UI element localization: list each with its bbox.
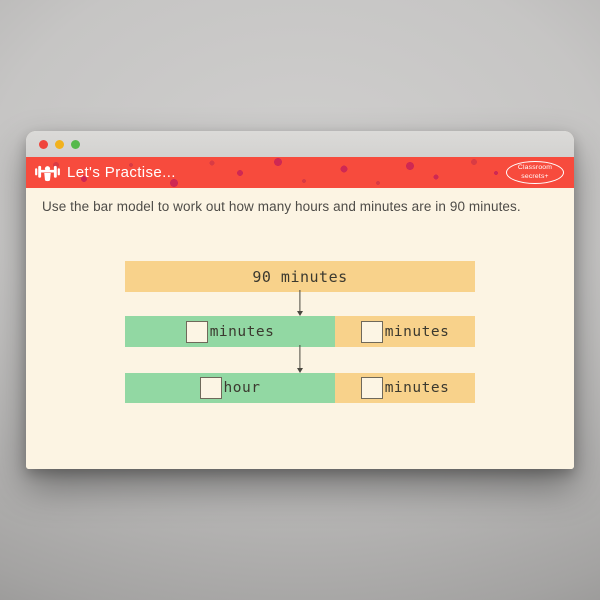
- segment-label-minutes-green: minutes: [209, 323, 275, 340]
- segment-hour-green: hour: [125, 373, 335, 403]
- segment-minutes-orange: minutes: [335, 316, 475, 347]
- logo-line1: Classroom: [517, 164, 553, 172]
- segment-label-hour-green: hour: [223, 380, 261, 396]
- segment-label-hour-minutes-orange: minutes: [384, 380, 450, 396]
- bar-total-label: 90 minutes: [252, 267, 348, 286]
- segment-hour-minutes-orange: minutes: [335, 373, 475, 403]
- segment-minutes-green: minutes: [125, 316, 335, 347]
- answer-box-hour-green[interactable]: [199, 377, 222, 399]
- weightlifter-icon: [35, 162, 60, 183]
- minimize-button[interactable]: [55, 139, 64, 149]
- answer-box-minutes-orange[interactable]: [360, 320, 383, 343]
- header-title: Let's Practise...: [67, 164, 176, 181]
- logo-line2: secrets+: [521, 172, 549, 180]
- arrow-down-icon: [125, 292, 475, 316]
- bar-row-hours: hour minutes: [125, 373, 475, 403]
- segment-label-minutes-orange: minutes: [384, 323, 450, 340]
- bar-model: 90 minutes minutes minutes hour: [125, 261, 475, 403]
- browser-window: Let's Practise... Classroom secrets+ Use…: [26, 131, 574, 469]
- bar-total-90-minutes: 90 minutes: [125, 261, 475, 292]
- question-text: Use the bar model to work out how many h…: [42, 199, 521, 214]
- bar-row-minutes: minutes minutes: [125, 316, 475, 347]
- answer-box-minutes-green[interactable]: [185, 320, 208, 343]
- maximize-button[interactable]: [71, 139, 80, 149]
- classroom-secrets-logo: Classroom secrets+: [506, 161, 564, 184]
- lesson-header: Let's Practise... Classroom secrets+: [26, 157, 574, 188]
- close-button[interactable]: [39, 139, 48, 149]
- arrow-down-icon: [125, 347, 475, 373]
- answer-box-hour-minutes-orange[interactable]: [360, 377, 383, 399]
- window-titlebar: [26, 131, 574, 157]
- slide-content: Use the bar model to work out how many h…: [26, 188, 574, 469]
